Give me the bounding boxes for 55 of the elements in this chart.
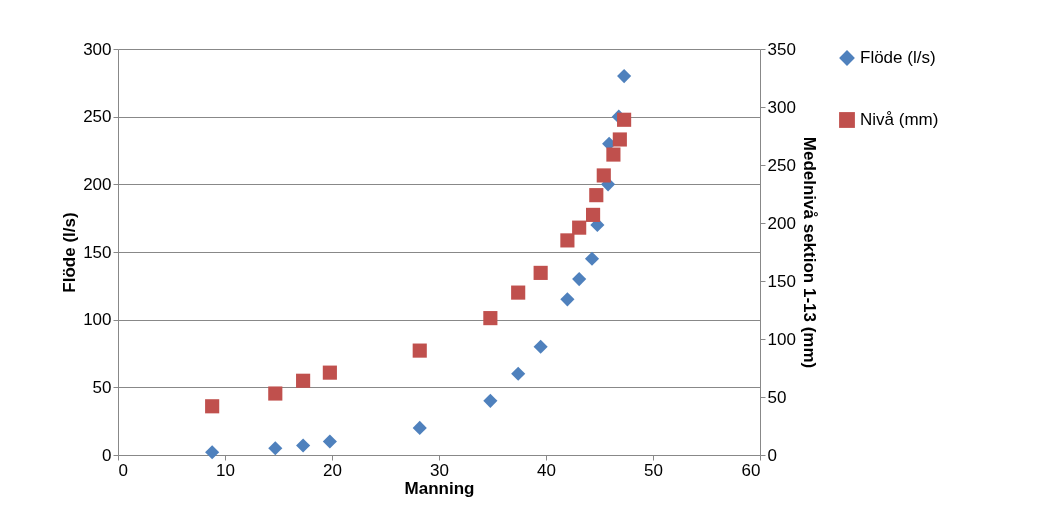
point — [586, 207, 601, 222]
y2-axis-title: Medelnivå sektion 1-13 (mm) — [799, 136, 819, 369]
y2-tick-label: 350 — [767, 39, 796, 59]
y-tick-label: 250 — [83, 107, 112, 127]
y-tick-label: 0 — [102, 445, 112, 465]
y2-tick-label: 250 — [767, 155, 796, 175]
x-tick-label: 40 — [537, 460, 556, 480]
point — [533, 339, 548, 354]
point — [617, 69, 632, 84]
point — [560, 292, 575, 307]
point — [606, 147, 621, 162]
point — [483, 393, 498, 408]
point — [596, 168, 611, 183]
y-tick-label: 50 — [92, 377, 112, 397]
point — [322, 434, 337, 449]
point — [612, 132, 627, 147]
point — [296, 373, 311, 388]
point — [268, 386, 283, 401]
y2-tick-label: 150 — [767, 271, 796, 291]
x-tick-label: 20 — [323, 460, 342, 480]
point — [483, 311, 498, 326]
point — [589, 188, 604, 203]
point — [412, 343, 427, 358]
point — [584, 251, 600, 266]
point — [268, 441, 283, 456]
x-axis-title: Manning — [404, 478, 475, 498]
point — [533, 265, 548, 280]
point — [296, 438, 311, 453]
point — [511, 285, 526, 300]
point — [322, 365, 337, 380]
y2-tick-label: 0 — [767, 445, 777, 465]
y-tick-label: 150 — [83, 242, 112, 262]
y-tick-label: 300 — [83, 39, 112, 59]
legend-label: Flöde (l/s) — [860, 48, 936, 67]
x-tick-label: 60 — [741, 460, 761, 480]
y2-tick-label: 100 — [767, 329, 796, 349]
point — [205, 399, 220, 414]
x-tick-label: 50 — [644, 460, 663, 480]
y-axis-title: Flöde (l/s) — [60, 212, 80, 293]
point — [205, 445, 220, 460]
point — [560, 233, 575, 248]
point — [572, 220, 587, 235]
y2-tick-label: 50 — [767, 387, 787, 407]
y2-tick-label: 200 — [767, 213, 796, 233]
y-tick-label: 200 — [83, 174, 112, 194]
x-tick-label: 0 — [118, 460, 128, 480]
y2-tick-label: 300 — [767, 97, 796, 117]
point — [412, 420, 427, 435]
x-tick-label: 30 — [430, 460, 449, 480]
legend-label: Nivå (mm) — [860, 110, 939, 129]
point — [617, 112, 632, 127]
y-tick-label: 100 — [83, 310, 112, 330]
point — [572, 272, 587, 287]
point — [511, 366, 526, 381]
x-tick-label: 10 — [216, 460, 235, 480]
